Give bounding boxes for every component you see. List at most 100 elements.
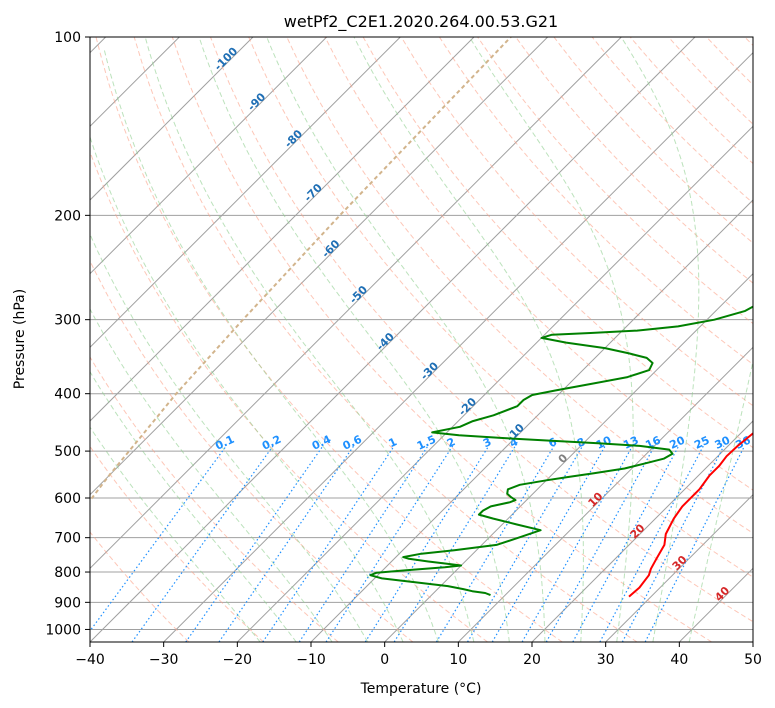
dry-adiabat [591, 37, 753, 204]
isotherm-label: -50 [347, 283, 370, 306]
isotherm-label: -90 [245, 90, 268, 113]
mixing-ratio-line [90, 445, 227, 632]
y-axis: 100 200 300 400 500 600 700 800 900 1000 [45, 30, 90, 638]
y-tick-label: 400 [54, 387, 81, 403]
isotherm-line [90, 37, 696, 642]
mixing-ratio-label: 1 [387, 435, 399, 450]
isotherm-label: 20 [628, 521, 648, 541]
ccl-curve [90, 37, 512, 503]
mixing-ratio-label: 0.1 [213, 433, 236, 453]
x-tick-label: 50 [744, 652, 762, 668]
dry-adiabat [477, 37, 753, 325]
isotherm-line [605, 493, 753, 642]
isotherm-label: -100 [212, 44, 241, 73]
mixing-ratio-labels: 0.1 0.2 0.4 0.6 1 1.5 2 3 4 6 8 10 13 16 20 25 30 36 [213, 433, 753, 453]
dry-adiabat [324, 37, 753, 491]
isotherm-line [236, 125, 753, 642]
mixing-ratio-label: 30 [713, 433, 733, 451]
dry-adiabat [133, 37, 638, 642]
mixing-ratio-line [364, 445, 490, 642]
dry-adiabat [438, 37, 753, 366]
mixing-ratio-label: 13 [621, 434, 640, 452]
isotherm-line [678, 567, 753, 642]
mixing-ratio-label: 0.4 [310, 433, 333, 453]
profile-series [369, 305, 753, 598]
isotherm-line [163, 51, 753, 642]
mixing-ratio-label: 10 [594, 433, 614, 451]
isotherm-label: -70 [302, 181, 325, 204]
x-axis-title: Temperature (°C) [360, 681, 482, 697]
mixing-ratio-label: 1.5 [415, 433, 438, 453]
moist-adiabat [353, 37, 584, 642]
y-tick-label: 200 [54, 208, 81, 224]
background-lines [90, 37, 753, 642]
dry-adiabat [90, 531, 190, 642]
mixing-ratio-line [545, 445, 656, 642]
dry-adiabat [553, 37, 753, 244]
dry-adiabat [515, 37, 753, 284]
isotherm-line [752, 641, 753, 642]
isotherm-label: -30 [418, 359, 441, 382]
moist-adiabat [90, 426, 261, 642]
chart-title: wetPf2_C2E1.2020.264.00.53.G21 [284, 12, 558, 32]
mixing-ratio-line [393, 445, 516, 642]
isotherm-line [384, 272, 753, 642]
mixing-ratio-line [435, 445, 555, 642]
y-tick-label: 600 [54, 491, 81, 507]
mixing-ratio-line [644, 445, 746, 642]
mixing-ratio-label: 20 [668, 433, 688, 451]
isotherm-line [90, 37, 328, 275]
dry-adiabat [90, 150, 488, 642]
dewpoint-line [369, 305, 753, 597]
dry-adiabat [668, 37, 753, 125]
dry-adiabat [95, 37, 563, 642]
dry-adiabat [171, 37, 712, 642]
isotherm-line [457, 346, 753, 642]
x-tick-label: −20 [223, 652, 253, 668]
isotherm-label: -80 [282, 127, 305, 150]
dry-adiabat [210, 37, 753, 623]
x-tick-label: −10 [296, 652, 326, 668]
mixing-ratio-label: 6 [546, 435, 559, 450]
y-tick-label: 1000 [45, 622, 81, 638]
moist-adiabat [103, 49, 439, 642]
mixing-ratio-line [218, 445, 355, 642]
mixing-ratio-line [466, 445, 584, 642]
mixing-ratio-label: 25 [692, 434, 711, 452]
moist-adiabat [198, 37, 510, 642]
mixing-ratio-line [491, 445, 606, 642]
y-tick-label: 900 [54, 595, 81, 611]
x-tick-label: 10 [449, 652, 467, 668]
isotherm-label: -60 [319, 237, 342, 260]
y-tick-label: 800 [54, 565, 81, 581]
dry-adiabat [744, 37, 753, 47]
mixing-ratio-line [572, 445, 680, 642]
temperature-line [628, 432, 753, 598]
y-axis-title: Pressure (hPa) [12, 289, 28, 389]
plot-frame [89, 36, 754, 643]
x-tick-label: −30 [149, 652, 179, 668]
moist-adiabat [266, 37, 546, 642]
dry-adiabat [248, 37, 753, 578]
isotherm-label: 10 [586, 490, 606, 510]
x-tick-label: 20 [523, 652, 541, 668]
isotherm-line [90, 37, 549, 496]
mixing-ratio-line [262, 445, 395, 642]
mixing-ratio-line [131, 445, 274, 642]
moist-adiabat [688, 358, 753, 642]
y-tick-label: 100 [54, 30, 81, 46]
x-tick-label: 0 [380, 652, 389, 668]
dry-adiabat [90, 356, 339, 642]
dry-adiabat [90, 259, 414, 642]
isotherm-label: 30 [670, 553, 690, 573]
moist-adiabat [620, 37, 700, 642]
y-tick-label: 300 [54, 313, 81, 329]
isotherm-line [90, 37, 401, 349]
moist-adiabat [144, 37, 475, 642]
dry-adiabat [706, 37, 753, 86]
x-tick-label: 40 [670, 652, 688, 668]
dry-adiabat [400, 37, 753, 407]
dry-adiabat [90, 445, 264, 642]
x-axis: −40 −30 −20 −10 0 10 20 30 40 50 [75, 642, 762, 668]
